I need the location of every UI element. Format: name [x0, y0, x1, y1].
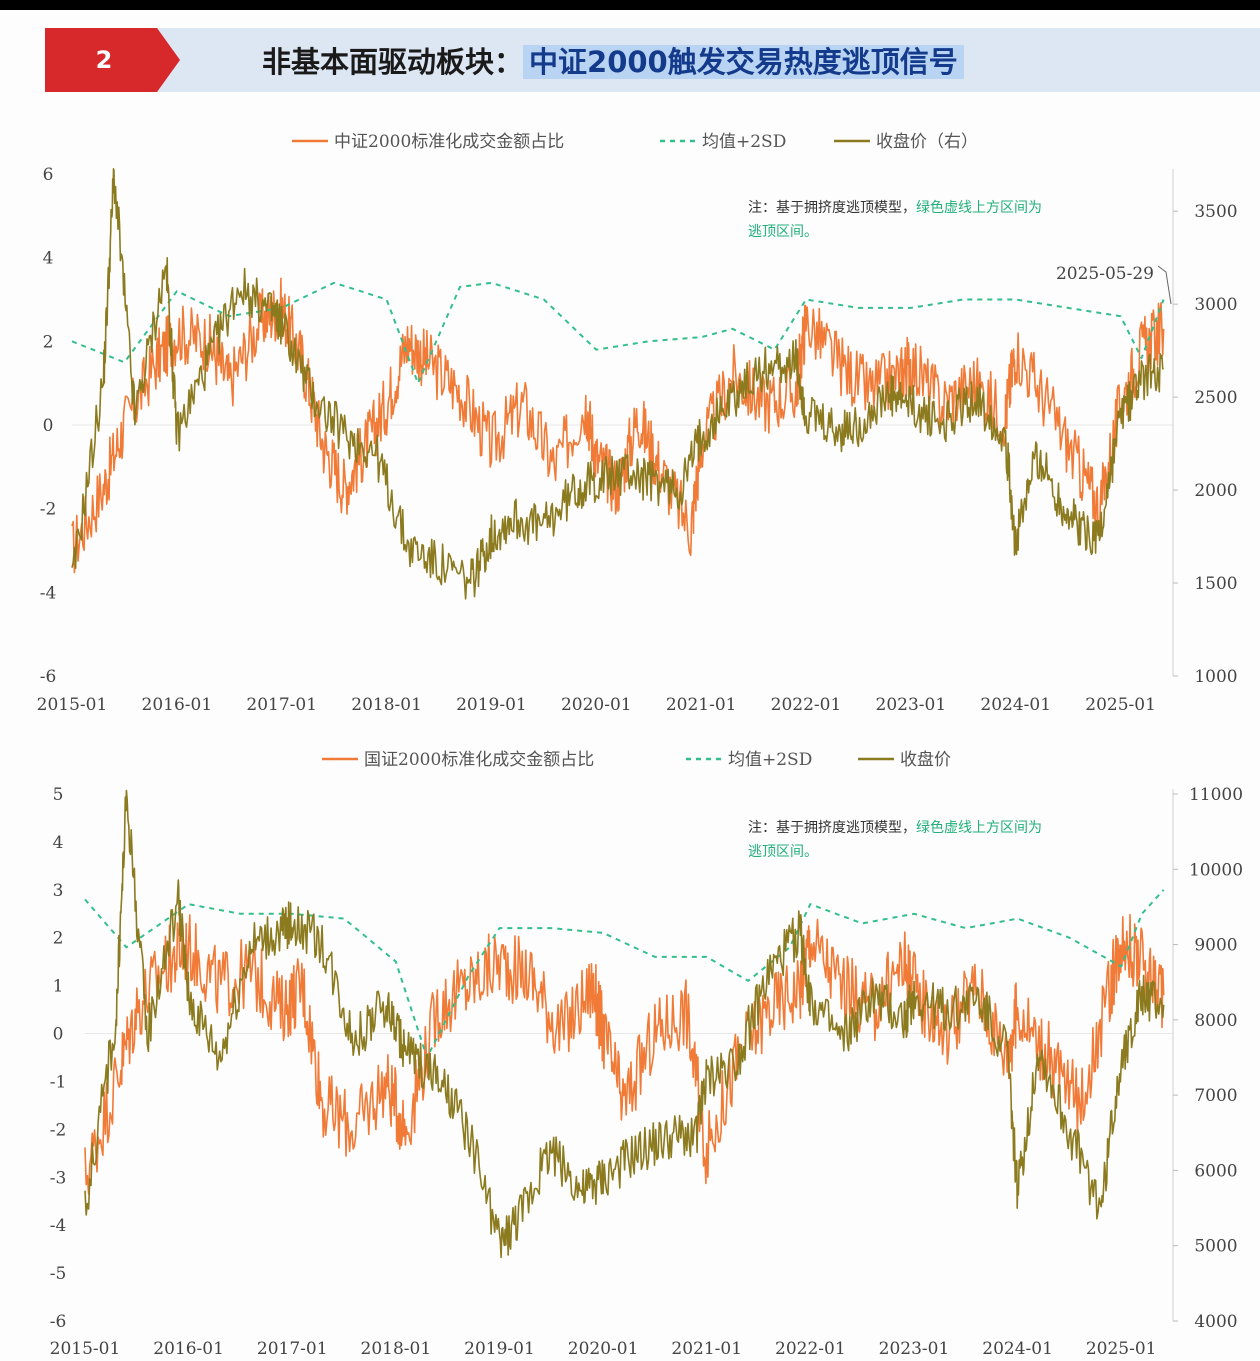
x-tick-label: 2023-01: [876, 695, 947, 715]
right-tick-label: 1000: [1194, 667, 1237, 687]
series-line-price: [84, 789, 1165, 1259]
right-tick-label: 11000: [1189, 785, 1243, 805]
x-tick-label: 2019-01: [456, 695, 527, 715]
series-line-price: [71, 167, 1165, 600]
left-tick-label: 0: [53, 1025, 64, 1045]
x-tick-label: 2016-01: [153, 1339, 224, 1359]
x-tick-label: 2021-01: [671, 1339, 742, 1359]
left-tick-label: -5: [50, 1264, 67, 1284]
right-tick-label: 2000: [1194, 481, 1237, 501]
note-green-2: 逃顶区间。: [748, 844, 818, 860]
x-tick-label: 2024-01: [982, 1339, 1053, 1359]
page-title: 非基本面驱动板块： 中证2000触发交易热度逃顶信号: [262, 42, 964, 82]
x-tick-label: 2022-01: [771, 695, 842, 715]
chart-note-line2: 逃顶区间。: [748, 224, 818, 240]
x-tick-label: 2024-01: [980, 695, 1051, 715]
left-tick-label: -4: [40, 583, 57, 603]
slide-page: 2 非基本面驱动板块： 中证2000触发交易热度逃顶信号 中证2000标准化成交金…: [0, 10, 1260, 1361]
x-tick-label: 2015-01: [37, 695, 108, 715]
left-tick-label: -2: [50, 1120, 67, 1140]
left-tick-label: 0: [43, 416, 54, 436]
x-tick-label: 2015-01: [50, 1339, 121, 1359]
note-green-2: 逃顶区间。: [748, 224, 818, 240]
right-tick-label: 7000: [1194, 1086, 1237, 1106]
x-tick-label: 2025-01: [1086, 1339, 1157, 1359]
legend-label: 均值+2SD: [702, 132, 786, 152]
left-tick-label: -6: [50, 1312, 67, 1332]
note-green-1: 绿色虚线上方区间为: [916, 199, 1042, 216]
date-annotation: 2025-05-29: [1056, 264, 1154, 284]
left-tick-label: 2: [53, 929, 64, 949]
left-tick-label: 4: [53, 833, 64, 853]
right-tick-label: 9000: [1194, 936, 1237, 956]
right-tick-label: 1500: [1194, 574, 1237, 594]
title-highlight: 中证2000触发交易热度逃顶信号: [523, 45, 964, 79]
left-tick-label: 1: [53, 977, 64, 997]
legend-label: 中证2000标准化成交金额占比: [334, 132, 564, 152]
x-tick-label: 2018-01: [351, 695, 422, 715]
left-tick-label: 5: [53, 785, 64, 805]
chart-note-line2: 逃顶区间。: [748, 844, 818, 860]
x-tick-label: 2016-01: [142, 695, 213, 715]
right-tick-label: 4000: [1194, 1312, 1237, 1332]
right-tick-label: 5000: [1194, 1237, 1237, 1257]
left-tick-label: -1: [50, 1072, 67, 1092]
chart-note: 注：基于拥挤度逃顶模型，绿色虚线上方区间为: [748, 819, 1042, 836]
right-tick-label: 3500: [1194, 202, 1237, 222]
title-prefix: 非基本面驱动板块：: [262, 45, 524, 79]
left-tick-label: -6: [40, 667, 57, 687]
left-tick-label: 3: [53, 881, 64, 901]
left-tick-label: 6: [43, 165, 54, 185]
legend-label: 收盘价: [900, 750, 951, 770]
legend-label: 国证2000标准化成交金额占比: [364, 750, 594, 770]
x-tick-label: 2023-01: [879, 1339, 950, 1359]
chart-csi2000: 中证2000标准化成交金额占比 均值+2SD 收盘价（右） 6 4 2 0 -2 -4 -6 350…: [0, 116, 1260, 716]
section-badge: 2: [45, 28, 180, 92]
x-tick-label: 2018-01: [361, 1339, 432, 1359]
chart-cnindex2000-svg: 国证2000标准化成交金额占比 均值+2SD 收盘价 5 4 3 2 1 0 -1 -2 -3 -4 -5…: [50, 750, 1243, 1359]
left-tick-label: 2: [43, 332, 54, 352]
badge-arrow-shape: [45, 28, 180, 92]
right-tick-label: 10000: [1189, 860, 1243, 880]
x-tick-label: 2019-01: [464, 1339, 535, 1359]
legend-label: 收盘价（右）: [876, 132, 978, 152]
annotation-leader-line: [1157, 265, 1172, 305]
x-tick-label: 2025-01: [1085, 695, 1156, 715]
x-tick-label: 2020-01: [561, 695, 632, 715]
note-prefix: 注：基于拥挤度逃顶模型，: [748, 199, 916, 216]
x-tick-label: 2017-01: [257, 1339, 328, 1359]
chart-note: 注：基于拥挤度逃顶模型，绿色虚线上方区间为: [748, 199, 1042, 216]
x-tick-label: 2022-01: [775, 1339, 846, 1359]
note-prefix: 注：基于拥挤度逃顶模型，: [748, 819, 916, 836]
x-tick-label: 2017-01: [246, 695, 317, 715]
section-number: 2: [95, 46, 113, 74]
right-tick-label: 8000: [1194, 1011, 1237, 1031]
legend-label: 均值+2SD: [728, 750, 812, 770]
left-tick-label: -2: [40, 500, 57, 520]
series-line-band: [84, 889, 1165, 1059]
left-tick-label: 4: [43, 249, 54, 269]
x-tick-label: 2021-01: [666, 695, 737, 715]
right-tick-label: 3000: [1194, 295, 1237, 315]
x-tick-label: 2020-01: [568, 1339, 639, 1359]
note-green-1: 绿色虚线上方区间为: [916, 819, 1042, 836]
left-tick-label: -4: [50, 1216, 67, 1236]
chart-cnindex2000: 国证2000标准化成交金额占比 均值+2SD 收盘价 5 4 3 2 1 0 -1 -2 -3 -4 -5…: [0, 734, 1260, 1361]
left-tick-label: -3: [50, 1168, 67, 1188]
right-tick-label: 6000: [1194, 1161, 1237, 1181]
right-tick-label: 2500: [1194, 388, 1237, 408]
chart-csi2000-svg: 中证2000标准化成交金额占比 均值+2SD 收盘价（右） 6 4 2 0 -2 -4 -6 350…: [37, 132, 1238, 715]
